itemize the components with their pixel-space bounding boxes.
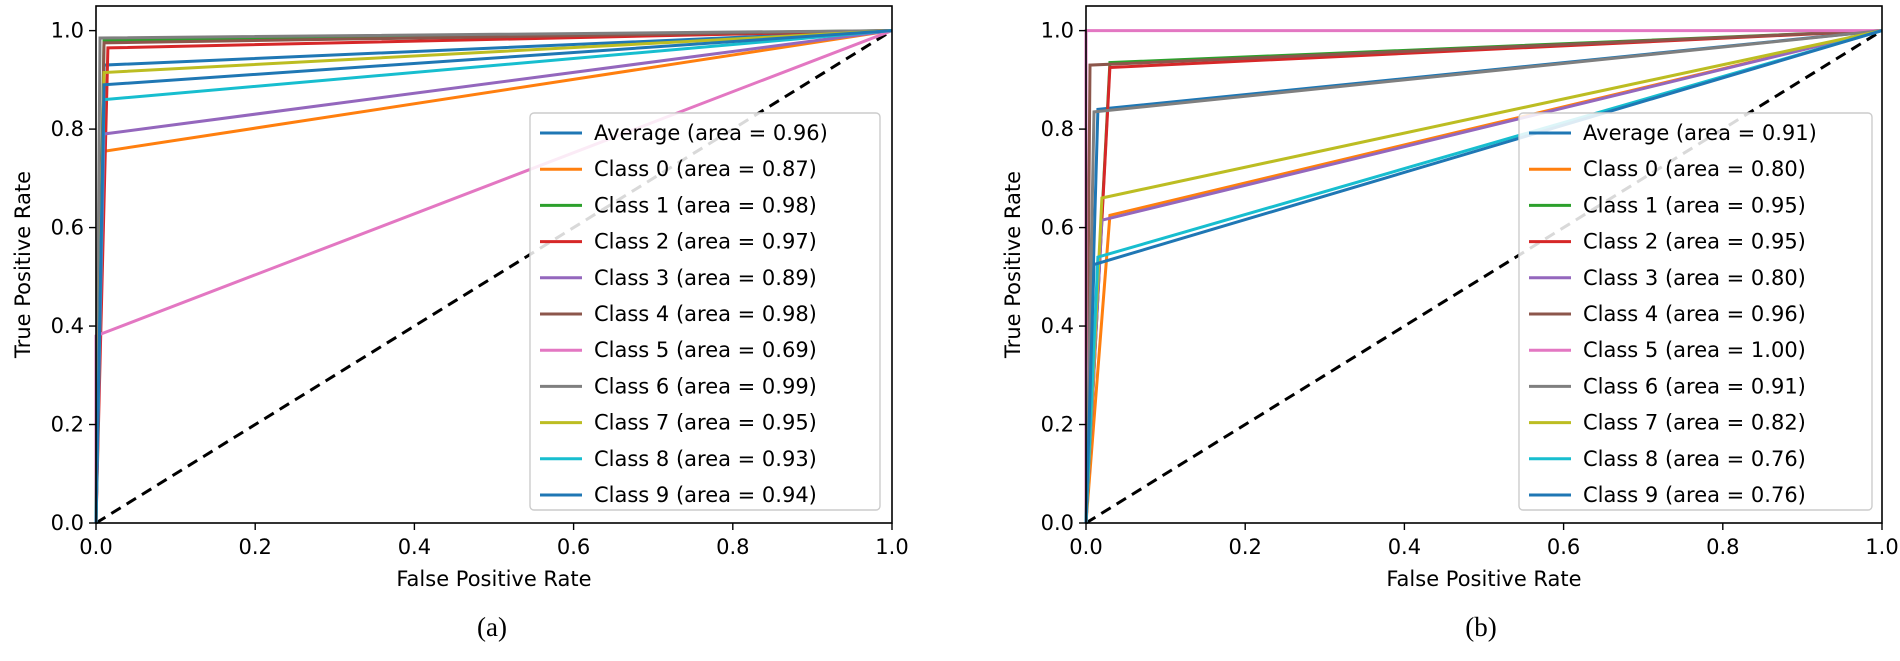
x-axis-label: False Positive Rate	[1386, 567, 1581, 591]
legend-label-10: Class 9 (area = 0.94)	[594, 483, 817, 507]
y-tick-label: 0.2	[51, 413, 84, 437]
x-tick-label: 0.4	[1388, 535, 1421, 559]
legend-box	[1518, 112, 1873, 511]
x-tick-label: 0.0	[79, 535, 112, 559]
legend-label-0: Average (area = 0.91)	[1583, 121, 1817, 145]
x-tick-label: 1.0	[1865, 535, 1898, 559]
legend-label-8: Class 7 (area = 0.82)	[1583, 411, 1806, 435]
x-tick-label: 0.2	[238, 535, 271, 559]
legend-label-6: Class 5 (area = 1.00)	[1583, 338, 1806, 362]
x-tick-label: 0.0	[1069, 535, 1102, 559]
y-tick-label: 0.6	[51, 216, 84, 240]
y-tick-label: 0.0	[1041, 511, 1074, 535]
y-tick-label: 0.8	[1041, 117, 1074, 141]
y-tick-label: 0.4	[51, 314, 84, 338]
y-tick-label: 0.2	[1041, 413, 1074, 437]
legend-label-3: Class 2 (area = 0.95)	[1583, 230, 1806, 254]
legend-label-1: Class 0 (area = 0.80)	[1583, 157, 1806, 181]
legend-label-8: Class 7 (area = 0.95)	[594, 411, 817, 435]
x-tick-label: 0.8	[716, 535, 749, 559]
legend-label-3: Class 2 (area = 0.97)	[594, 230, 817, 254]
legend-label-4: Class 3 (area = 0.80)	[1583, 266, 1806, 290]
chart-b: 0.0 0.2 0.4 0.6 0.8 1.0 0.0 0.2 0.4 0.6 0.8 1.0 Fals…	[1001, 5, 1899, 591]
y-tick-label: 1.0	[1041, 19, 1074, 43]
legend-label-7: Class 6 (area = 0.99)	[594, 374, 817, 398]
y-tick-label: 0.0	[51, 511, 84, 535]
legend-label-4: Class 3 (area = 0.89)	[594, 266, 817, 290]
x-tick-label: 0.6	[557, 535, 590, 559]
y-tick-label: 0.6	[1041, 216, 1074, 240]
y-tick-label: 0.8	[51, 117, 84, 141]
legend-label-0: Average (area = 0.96)	[594, 121, 828, 145]
legend-label-6: Class 5 (area = 0.69)	[594, 338, 817, 362]
legend-label-2: Class 1 (area = 0.95)	[1583, 193, 1806, 217]
plot-frame	[95, 5, 893, 524]
legend-label-1: Class 0 (area = 0.87)	[594, 157, 817, 181]
legend-label-5: Class 4 (area = 0.98)	[594, 302, 817, 326]
caption-b: (b)	[1465, 612, 1497, 642]
series-line-10	[94, 29, 893, 524]
legend-label-10: Class 9 (area = 0.76)	[1583, 483, 1806, 507]
legend-box	[529, 112, 881, 511]
legend: Average (area = 0.96) Class 0 (area = 0.8…	[529, 112, 881, 511]
chart-a: 0.0 0.2 0.4 0.6 0.8 1.0 0.0 0.2 0.4 0.6 0.8 1.0 Fals…	[11, 5, 909, 591]
x-axis-label: False Positive Rate	[396, 567, 591, 591]
x-tick-label: 0.8	[1706, 535, 1739, 559]
legend-label-9: Class 8 (area = 0.76)	[1583, 447, 1806, 471]
legend-label-2: Class 1 (area = 0.98)	[594, 193, 817, 217]
caption-a: (a)	[477, 612, 507, 642]
legend-label-9: Class 8 (area = 0.93)	[594, 447, 817, 471]
y-axis-label: True Positive Rate	[1001, 171, 1025, 359]
plot-frame	[1085, 5, 1883, 524]
y-tick-label: 0.4	[1041, 314, 1074, 338]
x-tick-label: 1.0	[875, 535, 908, 559]
y-axis-label: True Positive Rate	[11, 171, 35, 359]
y-tick-label: 1.0	[51, 19, 84, 43]
legend: Average (area = 0.91) Class 0 (area = 0.8…	[1518, 112, 1873, 511]
legend-label-7: Class 6 (area = 0.91)	[1583, 374, 1806, 398]
x-tick-label: 0.6	[1547, 535, 1580, 559]
x-tick-label: 0.4	[398, 535, 431, 559]
series-line-10	[1084, 29, 1883, 524]
legend-label-5: Class 4 (area = 0.96)	[1583, 302, 1806, 326]
series-line-7	[1084, 29, 1883, 524]
series-line-7	[94, 29, 893, 524]
x-tick-label: 0.2	[1228, 535, 1261, 559]
